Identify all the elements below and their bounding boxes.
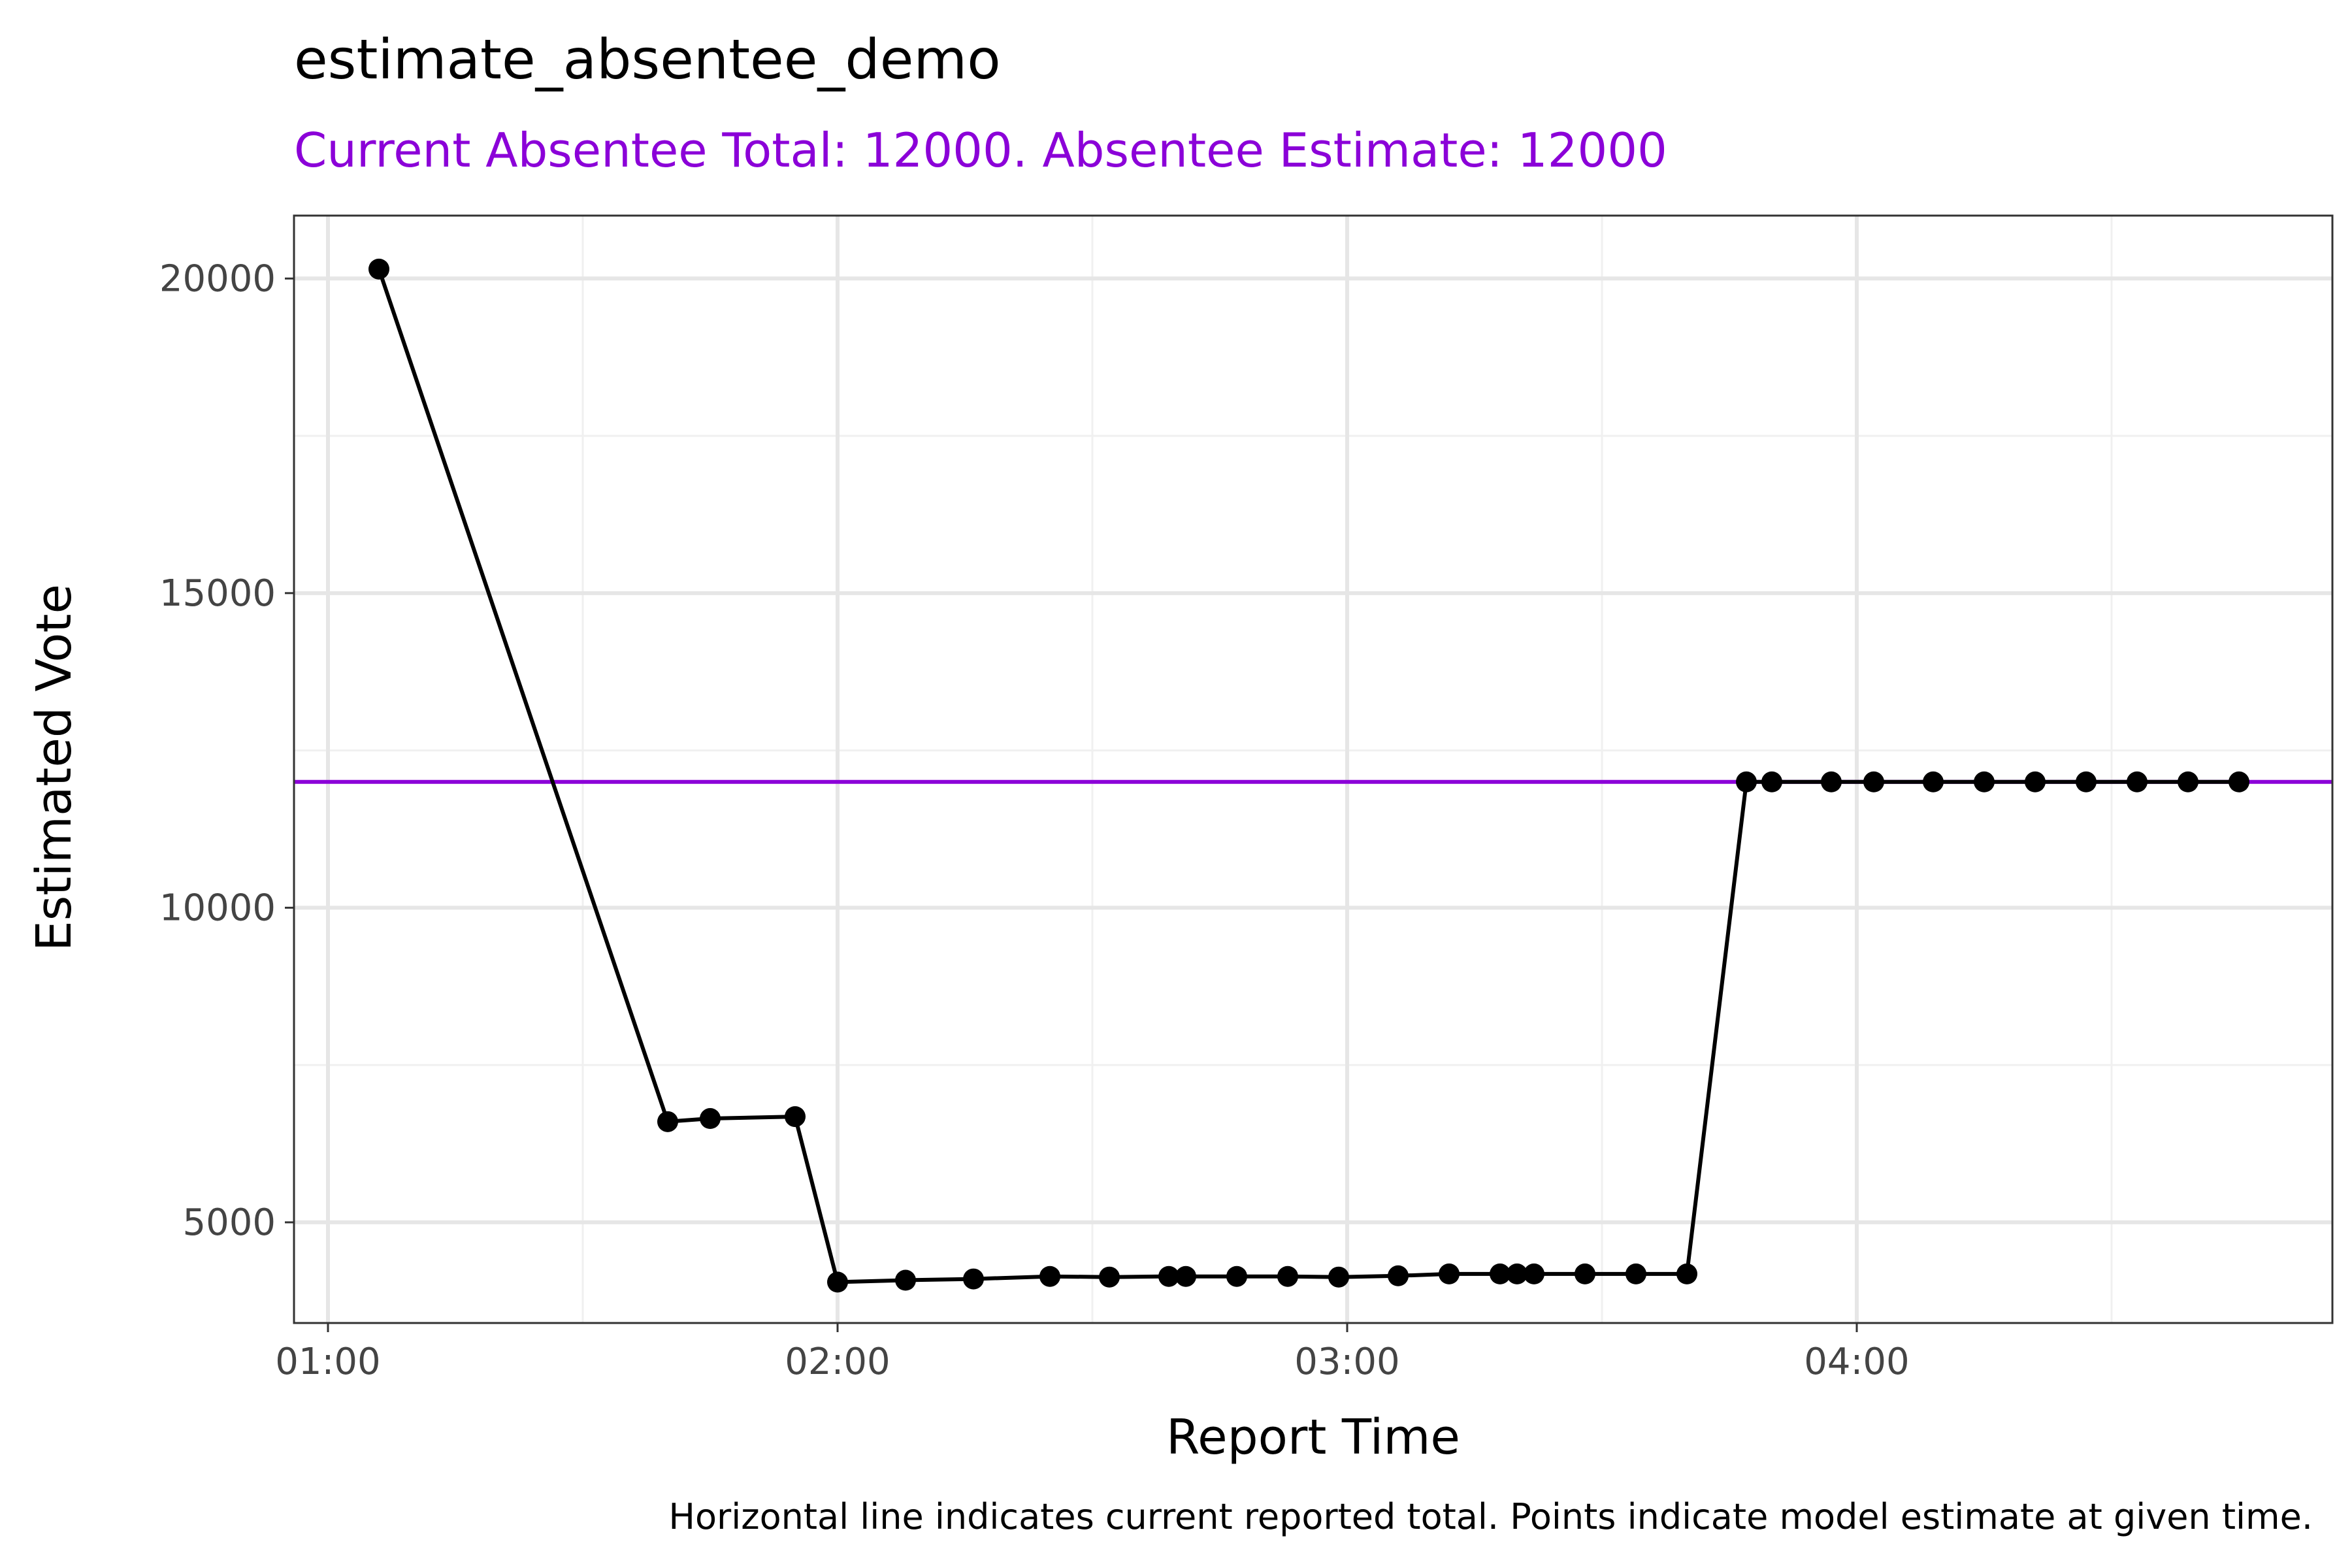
data-point <box>1490 1263 1511 1284</box>
data-point <box>657 1111 678 1132</box>
data-point <box>1821 771 1842 792</box>
data-point <box>827 1271 848 1293</box>
series-line <box>377 268 2239 1284</box>
data-point <box>1439 1263 1460 1284</box>
data-point <box>963 1268 984 1290</box>
grid <box>294 216 2332 1323</box>
data-point <box>785 1106 806 1128</box>
data-point <box>1277 1266 1298 1287</box>
data-point <box>1923 771 1944 792</box>
x-axis-ticks: 01:00 02:00 03:00 04:00 <box>275 1323 1910 1383</box>
data-point <box>2025 771 2046 792</box>
data-point <box>1507 1263 1527 1284</box>
data-point <box>700 1108 721 1130</box>
data-point <box>1676 1263 1697 1284</box>
data-point <box>1575 1263 1595 1284</box>
data-point <box>1328 1266 1349 1288</box>
data-point <box>895 1269 916 1291</box>
x-tick-label: 03:00 <box>1294 1341 1399 1383</box>
data-point <box>1863 771 1884 792</box>
data-point <box>1158 1266 1179 1287</box>
data-point <box>1175 1266 1196 1287</box>
y-tick-label: 15000 <box>159 572 276 615</box>
x-tick-label: 01:00 <box>275 1341 380 1383</box>
data-point <box>1226 1266 1247 1287</box>
plot-panel <box>293 214 2334 1324</box>
data-point <box>1974 771 1995 792</box>
data-point <box>1388 1265 1409 1286</box>
data-point <box>2076 771 2097 792</box>
data-point <box>1039 1266 1060 1287</box>
series-points <box>368 258 2249 1293</box>
x-tick-label: 04:00 <box>1804 1341 1909 1383</box>
data-point <box>2178 771 2198 792</box>
y-axis-ticks: 5000 10000 15000 20000 <box>159 257 294 1244</box>
chart-title: estimate_absentee_demo <box>294 27 1001 91</box>
data-point <box>1524 1263 1544 1284</box>
x-tick-label: 02:00 <box>785 1341 890 1383</box>
y-tick-label: 20000 <box>159 257 276 300</box>
chart-caption: Horizontal line indicates current report… <box>668 1496 2313 1537</box>
data-point <box>2229 771 2249 792</box>
y-tick-label: 10000 <box>159 887 276 929</box>
data-point <box>1761 771 1782 792</box>
data-point <box>2127 771 2148 792</box>
data-point <box>368 258 389 280</box>
chart-subtitle: Current Absentee Total: 12000. Absentee … <box>294 123 1667 178</box>
x-axis-title: Report Time <box>1166 1409 1460 1465</box>
y-tick-label: 5000 <box>182 1201 276 1244</box>
y-axis-title: Estimated Vote <box>26 584 82 951</box>
data-point <box>1625 1263 1646 1284</box>
data-point <box>1736 771 1757 792</box>
data-point <box>1099 1266 1120 1288</box>
